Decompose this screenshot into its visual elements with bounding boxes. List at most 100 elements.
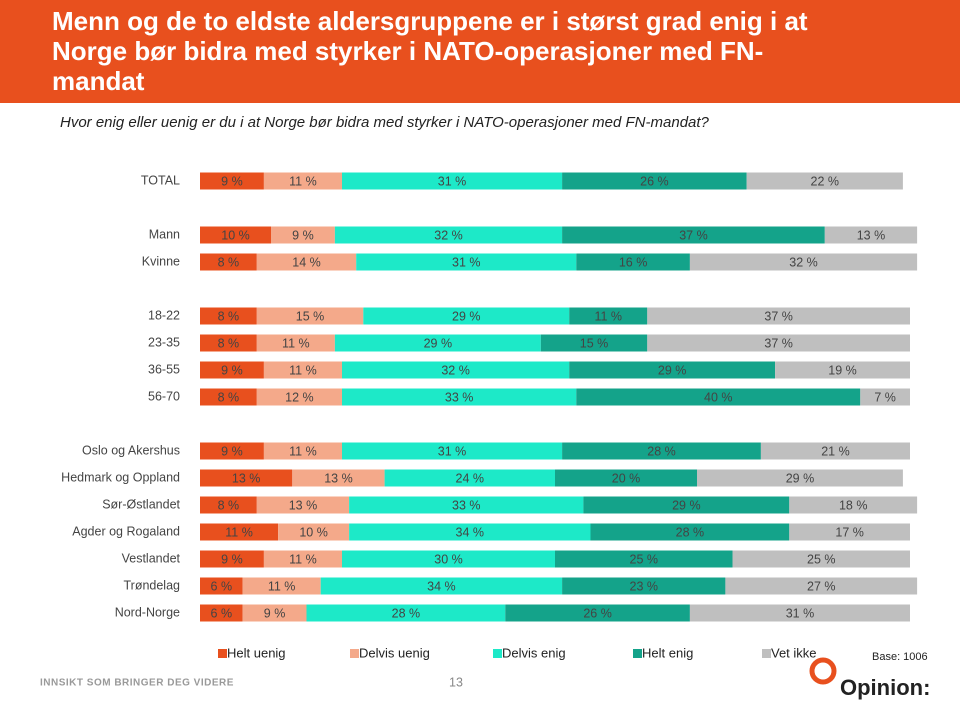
- value-label: 25 %: [630, 552, 659, 566]
- bar-segment: [320, 577, 563, 595]
- bar-segment: [342, 442, 563, 460]
- bar-segment: [555, 550, 733, 568]
- bar-segment: [200, 577, 243, 595]
- bar-segment: [562, 442, 761, 460]
- bar-segment: [200, 496, 257, 514]
- bar-segment: [263, 172, 342, 190]
- value-label: 25 %: [807, 552, 836, 566]
- category-label: 23-35: [148, 335, 180, 349]
- value-label: 32 %: [441, 363, 470, 377]
- bar-segment: [271, 226, 335, 244]
- bar-segment: [697, 469, 903, 487]
- bar-segment: [242, 604, 307, 622]
- bar-segment: [384, 469, 555, 487]
- category-label: Sør-Østlandet: [102, 497, 180, 511]
- value-label: 10 %: [299, 525, 328, 539]
- value-label: 9 %: [292, 228, 314, 242]
- bar-segment: [334, 334, 541, 352]
- bar-segment: [334, 226, 563, 244]
- value-label: 11 %: [289, 174, 317, 188]
- value-label: 12 %: [285, 390, 314, 404]
- bar-segment: [256, 388, 342, 406]
- bar-segment: [278, 523, 350, 541]
- bar-segment: [263, 442, 342, 460]
- value-label: 9 %: [221, 552, 243, 566]
- value-label: 28 %: [676, 525, 705, 539]
- value-label: 7 %: [874, 390, 896, 404]
- value-label: 8 %: [218, 498, 240, 512]
- bar-segment: [256, 496, 350, 514]
- bar-segment: [200, 550, 264, 568]
- logo: Opinion:: [840, 675, 930, 700]
- category-label: Vestlandet: [122, 551, 181, 565]
- category-label: Trøndelag: [123, 578, 180, 592]
- value-label: 13 %: [324, 471, 353, 485]
- bar-segment: [342, 550, 555, 568]
- value-label: 9 %: [221, 444, 243, 458]
- value-label: 37 %: [764, 336, 793, 350]
- bar-segment: [363, 307, 570, 325]
- bar-segment: [292, 469, 385, 487]
- category-label: Hedmark og Oppland: [61, 470, 180, 484]
- bar-segment: [569, 361, 776, 379]
- value-label: 33 %: [452, 498, 481, 512]
- header-band: [0, 0, 960, 103]
- value-label: 29 %: [658, 363, 687, 377]
- legend-label: Delvis enig: [502, 645, 566, 660]
- value-label: 31 %: [786, 606, 815, 620]
- bar-segment: [540, 334, 648, 352]
- legend-swatch: [762, 649, 771, 658]
- legend-label: Helt uenig: [227, 645, 286, 660]
- category-label: Mann: [149, 227, 180, 241]
- bar-segment: [342, 388, 577, 406]
- value-label: 24 %: [456, 471, 485, 485]
- bar-segment: [200, 172, 264, 190]
- value-label: 34 %: [456, 525, 485, 539]
- value-label: 21 %: [821, 444, 850, 458]
- slide-title: Menn og de to eldste aldersgruppene er i…: [52, 6, 808, 96]
- value-label: 11 %: [268, 579, 296, 593]
- bar-segment: [200, 334, 257, 352]
- value-label: 11 %: [289, 552, 317, 566]
- value-label: 26 %: [640, 174, 669, 188]
- value-label: 6 %: [211, 606, 233, 620]
- value-label: 8 %: [218, 336, 240, 350]
- bar-segment: [505, 604, 690, 622]
- logo-mark: [809, 657, 837, 685]
- value-label: 27 %: [807, 579, 836, 593]
- value-label: 17 %: [835, 525, 864, 539]
- value-label: 37 %: [764, 309, 793, 323]
- bar-segment: [306, 604, 506, 622]
- bar-segment: [200, 604, 243, 622]
- bar-segment: [200, 442, 264, 460]
- value-label: 13 %: [289, 498, 318, 512]
- value-label: 11 %: [289, 444, 317, 458]
- value-label: 22 %: [811, 174, 840, 188]
- category-label: 56-70: [148, 389, 180, 403]
- value-label: 11 %: [225, 525, 253, 539]
- value-label: 8 %: [218, 390, 240, 404]
- bar-segment: [342, 361, 570, 379]
- bar-segment: [647, 334, 910, 352]
- value-label: 29 %: [786, 471, 815, 485]
- value-label: 11 %: [594, 309, 622, 323]
- bar-segment: [725, 577, 918, 595]
- category-label: 36-55: [148, 362, 180, 376]
- bar-segment: [263, 550, 342, 568]
- bar-segment: [200, 361, 264, 379]
- legend-label: Helt enig: [642, 645, 693, 660]
- value-label: 31 %: [438, 174, 467, 188]
- value-label: 32 %: [789, 255, 818, 269]
- legend-label: Vet ikke: [771, 645, 817, 660]
- value-label: 10 %: [221, 228, 250, 242]
- value-label: 19 %: [828, 363, 857, 377]
- value-label: 15 %: [296, 309, 325, 323]
- value-label: 16 %: [619, 255, 648, 269]
- value-label: 9 %: [221, 174, 243, 188]
- bar-segment: [760, 442, 910, 460]
- value-label: 29 %: [452, 309, 481, 323]
- category-label: 18-22: [148, 308, 180, 322]
- bar-segment: [356, 253, 577, 271]
- bar-segment: [256, 307, 364, 325]
